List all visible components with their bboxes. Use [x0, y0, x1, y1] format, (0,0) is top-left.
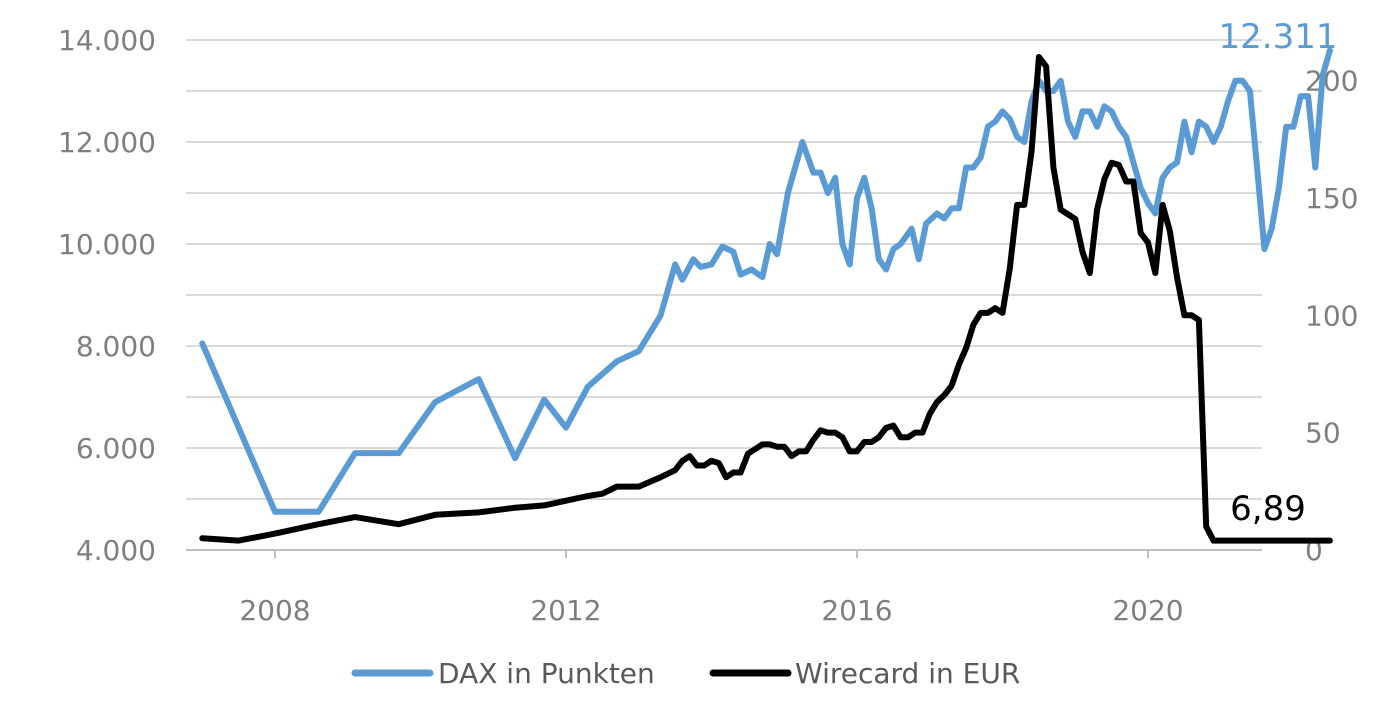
legend-label: DAX in Punkten — [438, 657, 655, 690]
y-left-tick-label: 6.000 — [76, 432, 156, 465]
series-group — [199, 47, 1333, 544]
y-right-tick-label: 50 — [1305, 417, 1341, 450]
data-label: 12.311 — [1219, 17, 1338, 57]
series-line-dax-in-punkten — [199, 47, 1333, 515]
y-left-tick-label: 12.000 — [58, 126, 156, 159]
y-left-tick-label: 4.000 — [76, 534, 156, 567]
y-right-tick-label: 200 — [1305, 65, 1358, 98]
y-right-tick-label: 150 — [1305, 182, 1358, 215]
series-line-wirecard-in-eur — [199, 54, 1333, 544]
annotations: 12.311 6,89 — [1219, 17, 1338, 529]
legend-label: Wirecard in EUR — [795, 657, 1020, 690]
x-tick-label: 2012 — [530, 594, 601, 627]
y-left-tick-label: 8.000 — [76, 330, 156, 363]
grid — [186, 39, 1262, 551]
x-tick-label: 2020 — [1112, 594, 1183, 627]
x-axis: 2008 2012 2016 2020 — [239, 550, 1184, 627]
y-axis-left: 4.000 6.000 8.000 10.000 12.000 14.000 — [58, 24, 156, 567]
y-left-tick-label: 10.000 — [58, 228, 156, 261]
y-left-tick-label: 14.000 — [58, 24, 156, 57]
legend: DAX in Punkten Wirecard in EUR — [351, 657, 1020, 690]
x-tick-label: 2016 — [821, 594, 892, 627]
data-label: 6,89 — [1230, 489, 1306, 529]
y-right-tick-label: 100 — [1305, 299, 1358, 332]
x-tick-label: 2008 — [239, 594, 310, 627]
